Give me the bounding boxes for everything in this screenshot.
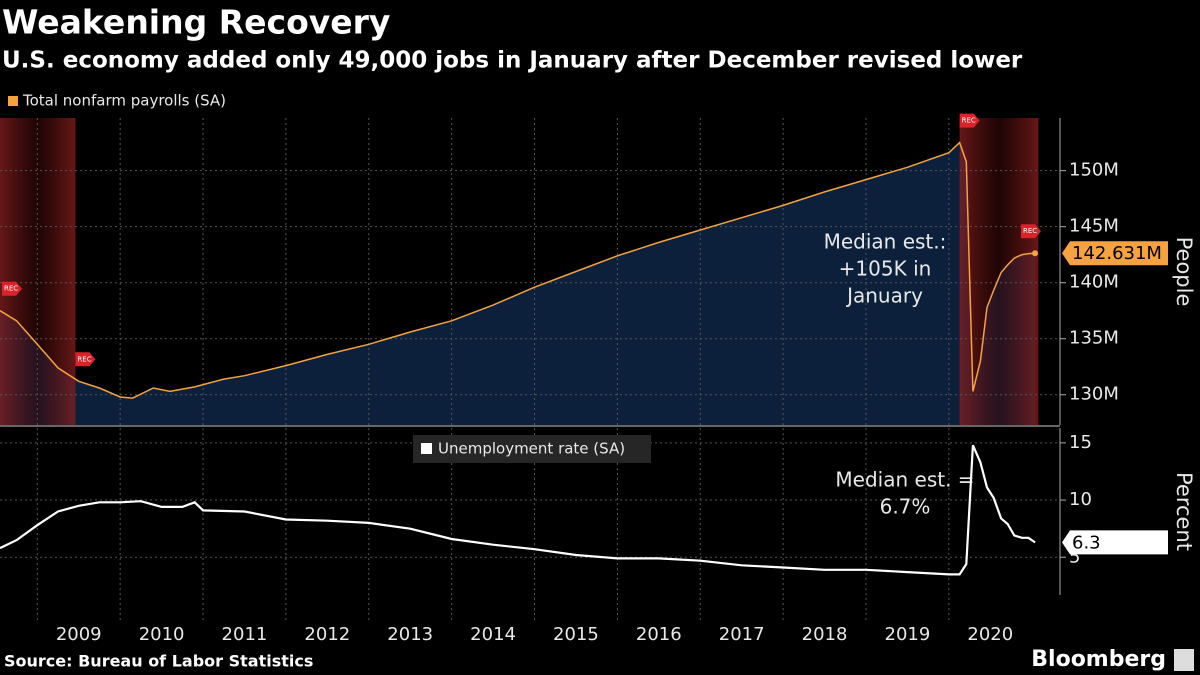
- annotation: +105K in: [839, 257, 932, 281]
- legend-swatch: [8, 96, 18, 106]
- recession-flag-label: REC: [1023, 227, 1037, 235]
- legend-label: Total nonfarm payrolls (SA): [22, 92, 226, 110]
- recession-flag-label: REC: [962, 117, 976, 125]
- y-axis-title: People: [1172, 237, 1196, 307]
- annotation: Median est.:: [824, 230, 947, 254]
- y-tick-label: 135M: [1069, 328, 1119, 349]
- annotation: 6.7%: [880, 495, 931, 519]
- recession-flag-label: REC: [77, 355, 91, 363]
- x-tick-label: 2014: [470, 624, 516, 645]
- recession-flag-label: REC: [4, 285, 18, 293]
- y-tick-label: 140M: [1069, 272, 1119, 293]
- x-tick-label: 2018: [802, 624, 848, 645]
- x-tick-label: 2019: [885, 624, 931, 645]
- x-tick-label: 2011: [222, 624, 268, 645]
- value-label: 142.631M: [1072, 243, 1162, 264]
- y-tick-label: 130M: [1069, 384, 1119, 405]
- source: Source: Bureau of Labor Statistics: [4, 652, 313, 671]
- x-tick-label: 2012: [304, 624, 350, 645]
- recession-band: [959, 118, 1039, 425]
- recession-flag: [75, 352, 96, 367]
- value-tag: [1062, 530, 1168, 555]
- x-tick-label: 2015: [553, 624, 599, 645]
- x-tick-label: 2013: [387, 624, 433, 645]
- legend-swatch: [421, 443, 432, 454]
- recession-flag: [2, 281, 22, 296]
- chart-title: Weakening Recovery: [2, 3, 390, 42]
- x-tick-label: 2016: [636, 624, 682, 645]
- legend-box: [413, 435, 651, 463]
- line: [0, 444, 1036, 576]
- end-point: [1032, 250, 1039, 257]
- recession-flag: [959, 113, 980, 128]
- y-tick-label: 145M: [1069, 216, 1119, 237]
- brand: Bloomberg: [1031, 647, 1166, 672]
- annotation: January: [845, 284, 923, 308]
- y-tick-label: 15: [1069, 432, 1092, 453]
- brand-icon: [1174, 649, 1194, 671]
- chart-subtitle: U.S. economy added only 49,000 jobs in J…: [2, 48, 1023, 74]
- y-tick-label: 150M: [1069, 160, 1119, 181]
- y-axis-title: Percent: [1172, 472, 1196, 551]
- recession-flag: [1021, 224, 1041, 239]
- y-tick-label: 5: [1069, 546, 1080, 567]
- x-tick-label: 2009: [56, 624, 102, 645]
- legend-label: Unemployment rate (SA): [438, 440, 625, 458]
- x-tick-label: 2020: [967, 624, 1013, 645]
- x-tick-label: 2017: [719, 624, 765, 645]
- value-tag: [1062, 241, 1168, 266]
- annotation: Median est. =: [835, 468, 974, 492]
- value-label: 6.3: [1072, 532, 1101, 553]
- x-tick-label: 2010: [139, 624, 185, 645]
- line: [0, 141, 1036, 399]
- area: [0, 142, 1036, 425]
- y-tick-label: 10: [1069, 489, 1092, 510]
